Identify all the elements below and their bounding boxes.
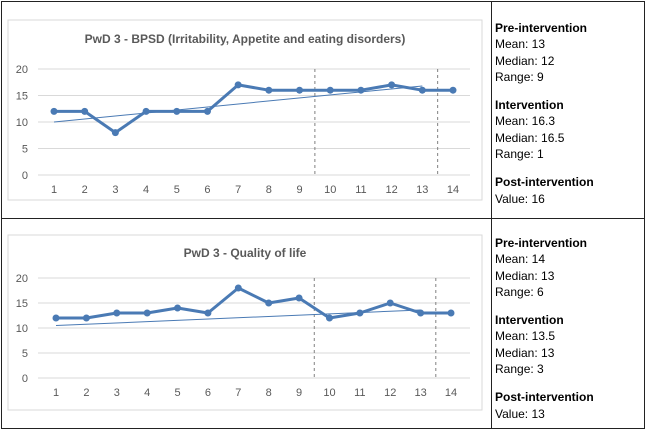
x-tick-label: 9 — [296, 184, 302, 196]
x-tick-label: 12 — [385, 184, 397, 196]
data-point — [325, 314, 333, 322]
y-tick-label: 10 — [16, 323, 28, 335]
y-tick-label: 0 — [22, 170, 28, 182]
x-tick-label: 10 — [324, 184, 336, 196]
data-point — [173, 107, 181, 115]
x-tick-label: 9 — [296, 387, 302, 399]
data-point — [143, 309, 151, 317]
int-range: Range: 3 — [495, 362, 544, 377]
y-tick-label: 15 — [16, 298, 28, 310]
pre-mean: Mean: 14 — [495, 252, 546, 267]
data-point — [265, 86, 273, 94]
x-tick-label: 11 — [354, 387, 365, 399]
x-tick-label: 13 — [414, 387, 426, 399]
y-tick-label: 20 — [16, 64, 28, 76]
data-point — [204, 309, 212, 317]
int-median: Median: 13 — [495, 345, 555, 360]
data-point — [82, 314, 90, 322]
x-tick-label: 11 — [355, 184, 366, 196]
column-divider — [491, 2, 492, 428]
int-title: Intervention — [495, 98, 564, 113]
data-point — [81, 107, 89, 115]
data-point — [174, 304, 182, 312]
post-value: Value: 13 — [495, 406, 545, 421]
x-tick-label: 12 — [384, 387, 396, 399]
x-tick-label: 14 — [445, 387, 457, 399]
chart-frame — [7, 234, 483, 411]
pre-title: Pre-intervention — [495, 21, 588, 35]
data-point — [142, 107, 150, 115]
series-line — [56, 286, 451, 320]
x-tick-label: 10 — [323, 387, 335, 399]
data-point — [234, 284, 242, 292]
y-tick-label: 0 — [22, 373, 28, 385]
data-point — [52, 314, 60, 322]
series-line — [54, 83, 453, 135]
y-tick-label: 5 — [22, 144, 28, 156]
pre-median: Median: 13 — [495, 268, 555, 283]
pre-range: Range: 9 — [495, 69, 544, 84]
x-tick-label: 4 — [143, 184, 149, 196]
x-tick-label: 5 — [174, 184, 180, 196]
chart-title: PwD 3 - BPSD (Irritability, Appetite and… — [85, 32, 406, 46]
chart-title: PwD 3 - Quality of life — [184, 246, 307, 260]
x-tick-label: 8 — [266, 184, 272, 196]
x-tick-label: 2 — [82, 184, 88, 196]
data-point — [357, 86, 365, 94]
data-point — [234, 81, 242, 89]
data-point — [388, 81, 396, 89]
data-point — [356, 309, 364, 317]
data-point — [296, 86, 304, 94]
pre-title: Pre-intervention — [495, 236, 588, 250]
y-tick-label: 5 — [22, 348, 28, 360]
stats-quality-of-life: Pre-intervention Mean: 14 Median: 13 Ran… — [495, 235, 594, 422]
data-point — [417, 309, 425, 317]
x-tick-label: 7 — [235, 184, 241, 196]
data-point — [386, 299, 394, 307]
x-tick-label: 1 — [51, 184, 57, 196]
data-point — [111, 129, 119, 137]
int-title: Intervention — [495, 313, 564, 328]
y-tick-label: 10 — [16, 117, 28, 129]
data-point — [113, 309, 121, 317]
int-median: Median: 16.5 — [495, 130, 565, 145]
data-point — [449, 86, 457, 94]
x-tick-label: 6 — [204, 184, 210, 196]
y-tick-label: 20 — [16, 273, 28, 285]
data-point — [265, 299, 273, 307]
x-tick-label: 1 — [53, 387, 59, 399]
y-tick-label: 15 — [16, 91, 28, 103]
x-tick-label: 2 — [83, 387, 89, 399]
data-point — [295, 294, 303, 302]
post-title: Post-intervention — [495, 390, 594, 405]
int-mean: Mean: 13.5 — [495, 329, 556, 344]
x-tick-label: 8 — [266, 387, 272, 399]
pre-range: Range: 6 — [495, 284, 544, 299]
x-tick-label: 6 — [205, 387, 211, 399]
x-tick-label: 14 — [447, 184, 459, 196]
pre-median: Median: 12 — [495, 53, 555, 68]
chart-bpsd: PwD 3 - BPSD (Irritability, Appetite and… — [7, 19, 483, 201]
x-tick-label: 5 — [174, 387, 180, 399]
data-point — [50, 107, 58, 115]
post-title: Post-intervention — [495, 175, 594, 190]
x-tick-label: 13 — [416, 184, 428, 196]
x-tick-label: 4 — [144, 387, 150, 399]
x-tick-label: 7 — [235, 387, 241, 399]
data-point — [418, 86, 426, 94]
stats-bpsd: Pre-intervention Mean: 13 Median: 12 Ran… — [495, 20, 594, 207]
data-point — [326, 86, 334, 94]
post-value: Value: 16 — [495, 191, 545, 206]
int-mean: Mean: 16.3 — [495, 114, 556, 129]
data-point — [447, 309, 455, 317]
pre-mean: Mean: 13 — [495, 37, 546, 52]
x-tick-label: 3 — [114, 387, 120, 399]
int-range: Range: 1 — [495, 147, 544, 162]
x-tick-label: 3 — [112, 184, 118, 196]
row-divider — [2, 218, 644, 219]
data-point — [203, 107, 211, 115]
